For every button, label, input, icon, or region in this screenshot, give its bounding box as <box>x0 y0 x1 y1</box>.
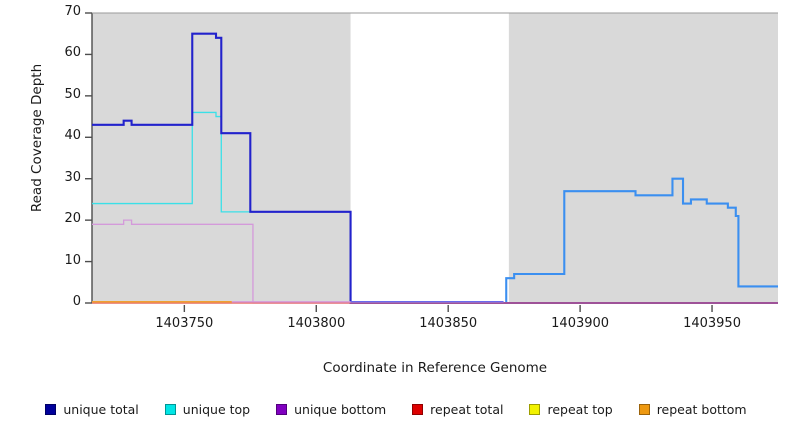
chart-legend: unique total unique top unique bottom repea… <box>0 398 792 420</box>
legend-label: repeat bottom <box>656 401 747 417</box>
legend-item-repeat-top[interactable]: repeat top <box>529 401 613 417</box>
legend-item-repeat-total[interactable]: repeat total <box>412 402 503 417</box>
x-tick-label: 1403950 <box>683 316 741 331</box>
legend-swatch-icon <box>412 403 424 415</box>
series-line-coverage-right-arm <box>350 177 778 305</box>
legend-swatch-icon <box>529 403 541 415</box>
legend-label: unique top <box>182 401 251 417</box>
x-tick-label: 1403750 <box>155 316 214 331</box>
legend-label: unique bottom <box>294 401 387 417</box>
legend-swatch-icon <box>164 403 176 415</box>
legend-label: repeat total <box>430 401 504 417</box>
x-axis-title: Coordinate in Reference Genome <box>322 360 548 376</box>
y-tick-label: 30 <box>64 169 81 185</box>
legend-item-repeat-bottom[interactable]: repeat bottom <box>638 401 747 417</box>
y-tick-label: 40 <box>64 128 81 144</box>
y-tick-label: 70 <box>64 4 81 19</box>
y-tick-label: 0 <box>72 294 81 309</box>
legend-swatch-icon <box>638 403 650 415</box>
legend-swatch-icon <box>276 403 288 415</box>
x-tick-label: 1403800 <box>287 316 346 331</box>
shaded-region-1 <box>508 13 778 303</box>
legend-item-unique-total[interactable]: unique total <box>45 401 139 417</box>
legend-label: repeat top <box>547 401 613 417</box>
legend-swatch-icon <box>45 403 57 415</box>
legend-item-unique-top[interactable]: unique top <box>164 401 251 417</box>
series-line-unique-total <box>92 32 778 305</box>
x-tick-label: 1403900 <box>551 316 610 331</box>
y-tick-label: 50 <box>64 86 81 102</box>
y-tick-label: 20 <box>64 211 81 227</box>
series-line-unique-bottom <box>92 219 778 304</box>
y-tick-label: 10 <box>64 252 81 268</box>
legend-label: unique total <box>63 401 139 417</box>
x-tick-label: 1403850 <box>419 316 478 331</box>
y-tick-label: 60 <box>64 45 81 61</box>
legend-item-unique-bottom[interactable]: unique bottom <box>276 402 386 417</box>
